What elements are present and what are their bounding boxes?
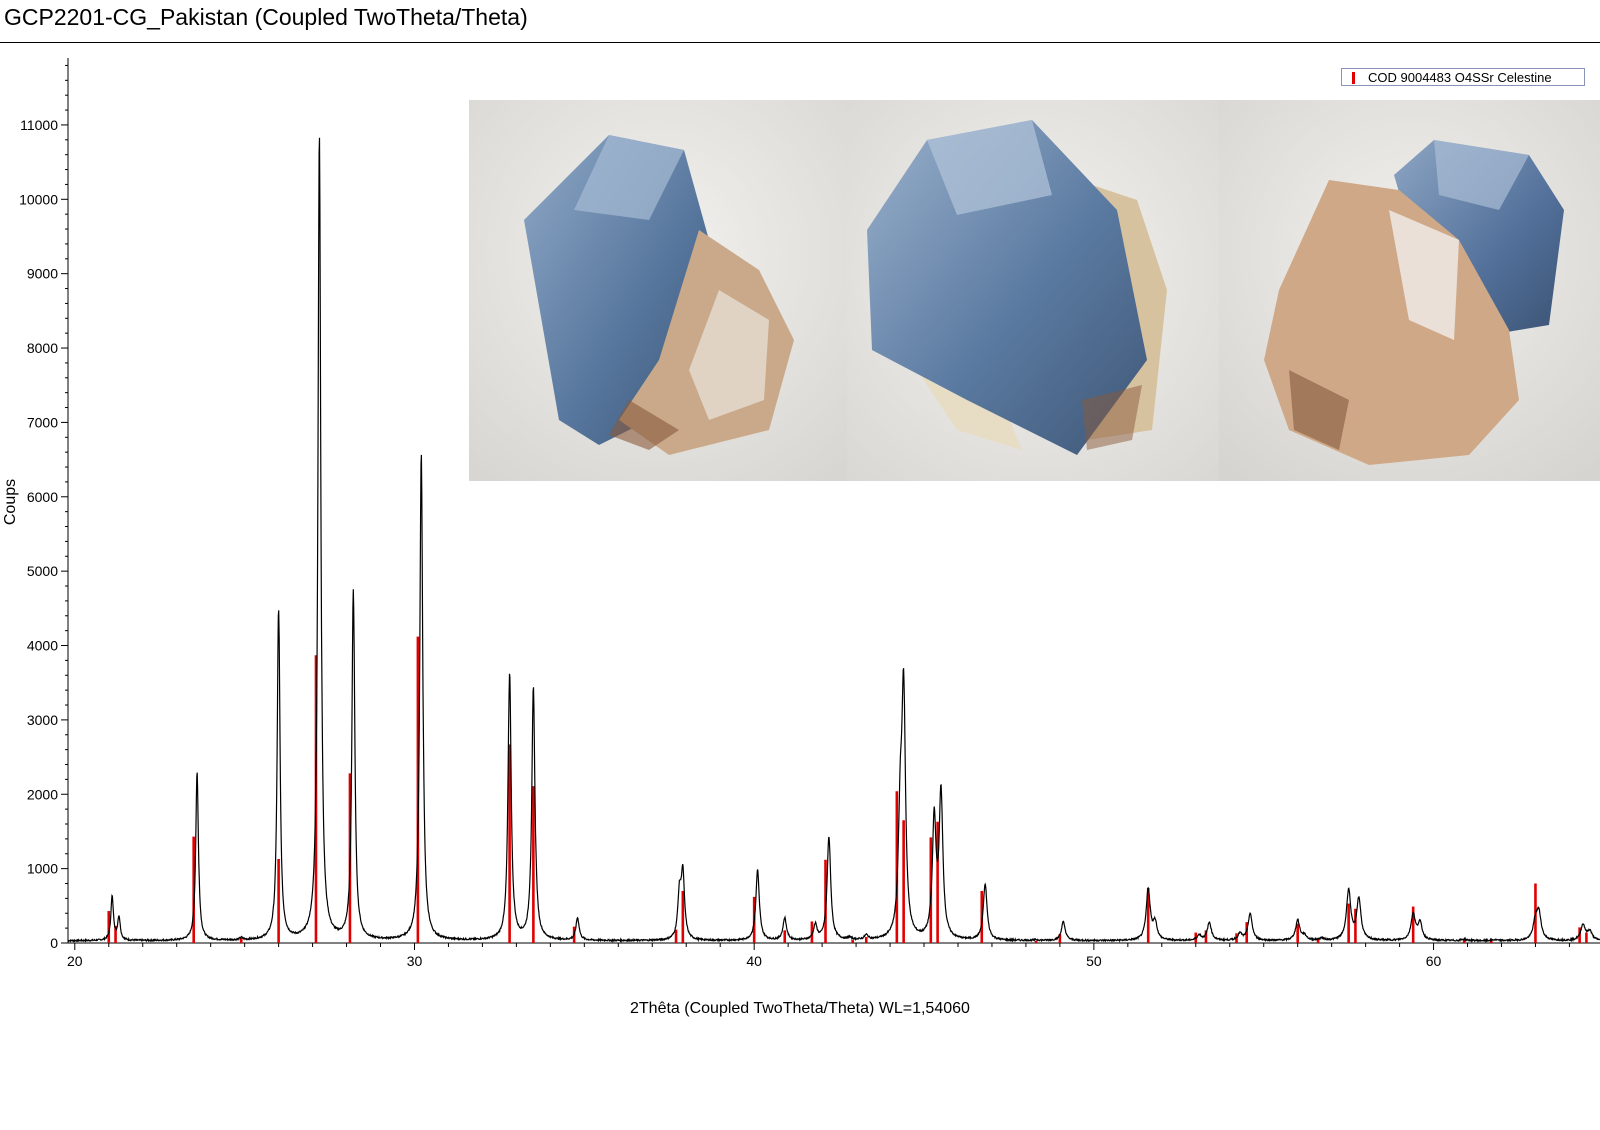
y-tick-label: 7000: [27, 414, 58, 430]
specimen-photo-2: [847, 100, 1219, 481]
y-tick-label: 0: [50, 935, 58, 951]
reference-sticks: [107, 636, 1588, 943]
y-tick-label: 1000: [27, 861, 58, 877]
specimen-photo-3: [1219, 100, 1600, 481]
chart-legend: COD 9004483 O4SSr Celestine: [1341, 68, 1585, 86]
chart-title: GCP2201-CG_Pakistan (Coupled TwoTheta/Th…: [4, 4, 528, 30]
measured-pattern: [67, 137, 1600, 944]
y-tick-label: 4000: [27, 638, 58, 654]
x-tick-label: 60: [1426, 953, 1442, 969]
y-tick-label: 3000: [27, 712, 58, 728]
x-tick-label: 50: [1086, 953, 1102, 969]
y-tick-label: 5000: [27, 563, 58, 579]
measured-pattern-line: [67, 137, 1600, 944]
chart-axes: 0 1000 2000 3000 4000 5000 6000 7000 8000 9000 100…: [19, 58, 1600, 969]
x-tick-label: 30: [407, 953, 423, 969]
y-tick-label: 2000: [27, 786, 58, 802]
x-tick-label: 40: [746, 953, 762, 969]
y-tick-label: 6000: [27, 489, 58, 505]
specimen-photo-1: [469, 100, 847, 481]
x-axis-label: 2Thêta (Coupled TwoTheta/Theta) WL=1,540…: [630, 1000, 970, 1017]
x-tick-label: 20: [67, 953, 83, 969]
legend-label: COD 9004483 O4SSr Celestine: [1368, 70, 1552, 85]
y-tick-label: 10000: [19, 191, 58, 207]
y-tick-label: 8000: [27, 340, 58, 356]
y-tick-label: 11000: [20, 117, 58, 133]
title-divider: [0, 42, 1600, 43]
legend-swatch: [1352, 72, 1355, 84]
specimen-photos: [469, 100, 1600, 481]
y-tick-label: 9000: [27, 266, 58, 282]
y-axis-label: Coups: [2, 478, 19, 526]
